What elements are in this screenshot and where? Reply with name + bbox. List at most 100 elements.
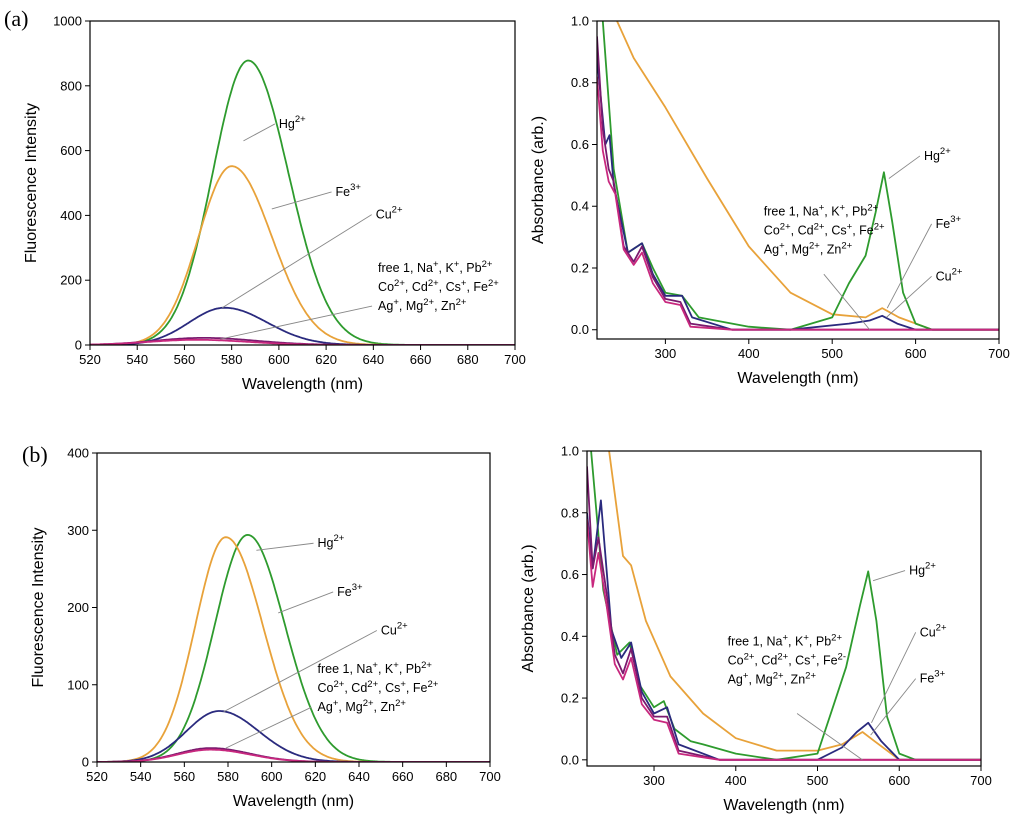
series-other-ions xyxy=(97,748,490,762)
y-tick-label: 0.2 xyxy=(561,691,579,706)
x-tick-label: 540 xyxy=(126,352,148,367)
series-cu2- xyxy=(597,57,999,331)
x-axis-label: Wavelength (nm) xyxy=(242,376,363,393)
annotation-leader xyxy=(219,305,373,340)
plot-a-absorbance: 300 400 500 600 700 0.0 0.2 0.4 0.6 0.8 1.0 Wavelen… xyxy=(530,14,1010,388)
series-other-ions xyxy=(597,76,999,331)
annotation-cu: Cu2+ xyxy=(936,266,963,283)
annotation-hg: Hg2+ xyxy=(924,146,951,163)
x-tick-label: 660 xyxy=(392,769,414,784)
x-tick-label: 560 xyxy=(173,769,195,784)
x-tick-label: 500 xyxy=(821,346,843,361)
series-hg2- xyxy=(97,534,490,762)
x-tick-label: 700 xyxy=(504,352,526,367)
series-free-1 xyxy=(587,466,981,761)
annotation-leader xyxy=(271,191,332,210)
y-tick-label: 0 xyxy=(75,338,82,353)
annotation-ion-list: free 1, Na+, K+, Pb2+ xyxy=(728,632,843,649)
y-axis-label: Fluorescence Intensity xyxy=(30,527,47,687)
series-fe3- xyxy=(616,21,999,331)
annotation-leader xyxy=(823,273,871,331)
x-axis-label: Wavelength (nm) xyxy=(233,793,354,810)
y-tick-label: 0.6 xyxy=(571,137,589,152)
annotation-ion-list: Ag+, Mg2+, Zn2+ xyxy=(378,297,467,314)
y-tick-label: 1.0 xyxy=(571,14,589,29)
x-tick-label: 580 xyxy=(217,769,239,784)
x-tick-label: 300 xyxy=(643,773,665,788)
annotation-leader xyxy=(221,214,372,309)
y-tick-label: 100 xyxy=(67,677,89,692)
annotation-ion-list: Ag+, Mg2+, Zn2+ xyxy=(318,698,407,715)
x-tick-label: 500 xyxy=(807,773,829,788)
y-tick-label: 0.8 xyxy=(561,505,579,520)
y-tick-label: 300 xyxy=(67,523,89,538)
annotation-ion-list: Ag+, Mg2+, Zn2+ xyxy=(728,670,817,687)
annotation-ion-list: Co2+, Cd2+, Cs+, Fe2+ xyxy=(318,679,439,696)
annotation-leader xyxy=(886,276,932,318)
annotation-leader xyxy=(872,570,906,582)
annotation-leader xyxy=(796,713,863,761)
annotation-leader xyxy=(886,223,933,309)
x-tick-label: 620 xyxy=(315,352,337,367)
y-tick-label: 1000 xyxy=(53,14,82,29)
panel-label-a: (a) xyxy=(4,6,28,31)
y-tick-label: 800 xyxy=(60,78,82,93)
x-tick-label: 700 xyxy=(479,769,501,784)
x-tick-label: 620 xyxy=(304,769,326,784)
x-tick-label: 680 xyxy=(435,769,457,784)
annotation-ion-list: Ag+, Mg2+, Zn2+ xyxy=(764,240,853,257)
y-tick-label: 200 xyxy=(60,273,82,288)
annotation-leader xyxy=(278,591,334,614)
annotation-hg: Hg2+ xyxy=(279,114,306,131)
x-tick-label: 600 xyxy=(905,346,927,361)
annotation-leader xyxy=(243,123,276,142)
annotation-ion-list: free 1, Na+, K+, Pb2+ xyxy=(318,660,433,677)
x-tick-label: 540 xyxy=(130,769,152,784)
y-tick-label: 1.0 xyxy=(561,444,579,459)
y-axis-label: Absorbance (arb.) xyxy=(530,116,547,244)
annotation-hg: Hg2+ xyxy=(909,561,936,578)
x-tick-label: 400 xyxy=(738,346,760,361)
series-free-1 xyxy=(597,36,999,331)
annotation-cu: Cu2+ xyxy=(920,622,947,639)
annotation-fe: Fe3+ xyxy=(936,214,962,231)
x-tick-label: 640 xyxy=(362,352,384,367)
x-tick-label: 700 xyxy=(970,773,992,788)
x-tick-label: 600 xyxy=(261,769,283,784)
annotation-leader xyxy=(870,678,917,736)
annotation-hg: Hg2+ xyxy=(318,533,345,550)
annotation-cu: Cu2+ xyxy=(381,621,408,638)
annotation-leader xyxy=(256,542,314,551)
x-axis-label: Wavelength (nm) xyxy=(737,370,858,387)
x-tick-label: 640 xyxy=(348,769,370,784)
annotation-fe: Fe3+ xyxy=(920,669,946,686)
x-tick-label: 520 xyxy=(79,352,101,367)
annotation-leader xyxy=(871,632,917,723)
x-tick-label: 600 xyxy=(888,773,910,788)
x-tick-label: 400 xyxy=(725,773,747,788)
plot-b-absorbance: 300 400 500 600 700 0.0 0.2 0.4 0.6 0.8 1.0 Wavelen… xyxy=(520,444,992,815)
x-tick-label: 660 xyxy=(410,352,432,367)
y-tick-label: 200 xyxy=(67,600,89,615)
plot-frame xyxy=(89,20,516,346)
plot-a-fluorescence: 520 540 560 580 600 620 640 660 680 700 0 200 400 600… xyxy=(23,14,526,394)
x-tick-label: 700 xyxy=(988,346,1010,361)
x-tick-label: 300 xyxy=(655,346,677,361)
annotation-leader xyxy=(225,706,312,749)
plot-frame xyxy=(596,20,1000,340)
y-tick-label: 0.2 xyxy=(571,260,589,275)
series-fe3- xyxy=(90,165,515,345)
x-tick-label: 560 xyxy=(174,352,196,367)
y-axis-label: Fluorescence Intensity xyxy=(23,103,40,263)
y-tick-label: 0.0 xyxy=(571,322,589,337)
y-tick-label: 400 xyxy=(60,208,82,223)
y-tick-label: 0.8 xyxy=(571,75,589,90)
y-tick-label: 0 xyxy=(82,755,89,770)
annotation-ion-list: free 1, Na+, K+, Pb2+ xyxy=(378,259,493,276)
annotation-ion-list: Co2+, Cd2+, Cs+, Fe2+ xyxy=(764,221,885,238)
annotation-cu: Cu2+ xyxy=(376,205,403,222)
series-fe3- xyxy=(97,536,490,762)
x-tick-label: 600 xyxy=(268,352,290,367)
series-hg2- xyxy=(601,21,999,331)
